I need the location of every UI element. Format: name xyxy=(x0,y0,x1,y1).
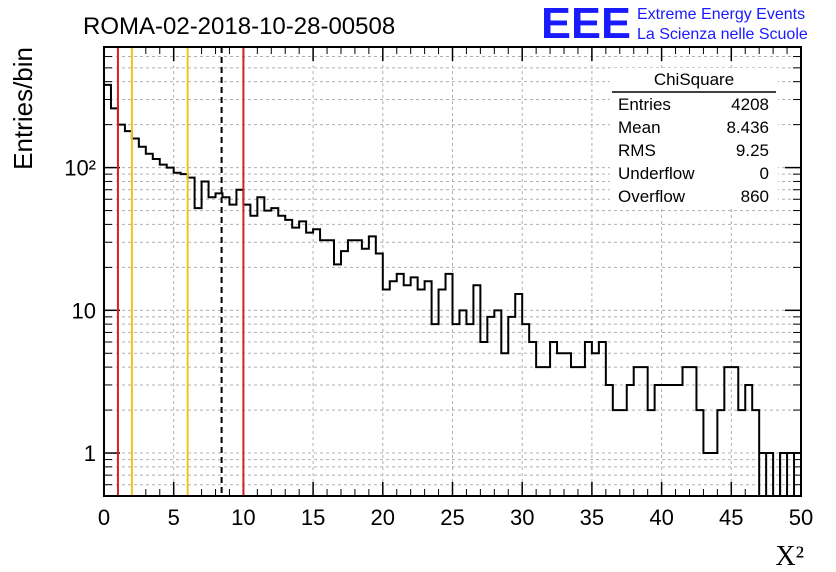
x-tick-label: 10 xyxy=(231,505,255,530)
stats-underflow-value: 0 xyxy=(760,164,769,183)
x-tick-label: 20 xyxy=(371,505,395,530)
chart-title: ROMA-02-2018-10-28-00508 xyxy=(83,13,395,40)
stats-mean-value: 8.436 xyxy=(726,118,769,137)
stats-overflow-value: 860 xyxy=(741,187,769,206)
eee-logo-line1: Extreme Energy Events xyxy=(637,6,805,23)
stats-rms-label: RMS xyxy=(618,141,656,160)
x-tick-label: 40 xyxy=(649,505,673,530)
y-tick-label: 10 xyxy=(72,298,96,323)
stats-rms-value: 9.25 xyxy=(736,141,769,160)
stats-overflow-label: Overflow xyxy=(618,187,686,206)
x-tick-label: 15 xyxy=(301,505,325,530)
y-tick-label: 10² xyxy=(64,156,96,181)
vertical-marker-lines xyxy=(116,47,796,496)
x-axis-label: X² xyxy=(775,541,804,572)
x-tick-label: 5 xyxy=(168,505,180,530)
x-tick-label: 45 xyxy=(719,505,743,530)
x-tick-label: 30 xyxy=(510,505,534,530)
stats-box: ChiSquare Entries 4208 Mean 8.436 RMS 9.… xyxy=(610,68,778,208)
plot-frame xyxy=(103,46,802,497)
y-tick-label: 1 xyxy=(84,441,96,466)
x-tick-label: 0 xyxy=(98,505,110,530)
x-tick-label: 35 xyxy=(580,505,604,530)
x-tick-labels: 0 5 10 15 20 25 30 35 40 45 50 xyxy=(98,505,813,530)
eee-logo-mark: EEE xyxy=(541,0,631,48)
x-tick-label: 50 xyxy=(789,505,813,530)
stats-entries-label: Entries xyxy=(618,95,671,114)
stats-mean-label: Mean xyxy=(618,118,661,137)
stats-title: ChiSquare xyxy=(654,70,734,89)
y-axis-label: Entries/bin xyxy=(8,47,38,170)
eee-logo: EEE Extreme Energy Events La Scienza nel… xyxy=(541,0,808,48)
eee-logo-line2: La Scienza nelle Scuole xyxy=(637,26,808,43)
stats-entries-value: 4208 xyxy=(731,95,769,114)
x-tick-label: 25 xyxy=(440,505,464,530)
y-tick-labels: 1 10 10² xyxy=(64,156,96,466)
stats-underflow-label: Underflow xyxy=(618,164,695,183)
